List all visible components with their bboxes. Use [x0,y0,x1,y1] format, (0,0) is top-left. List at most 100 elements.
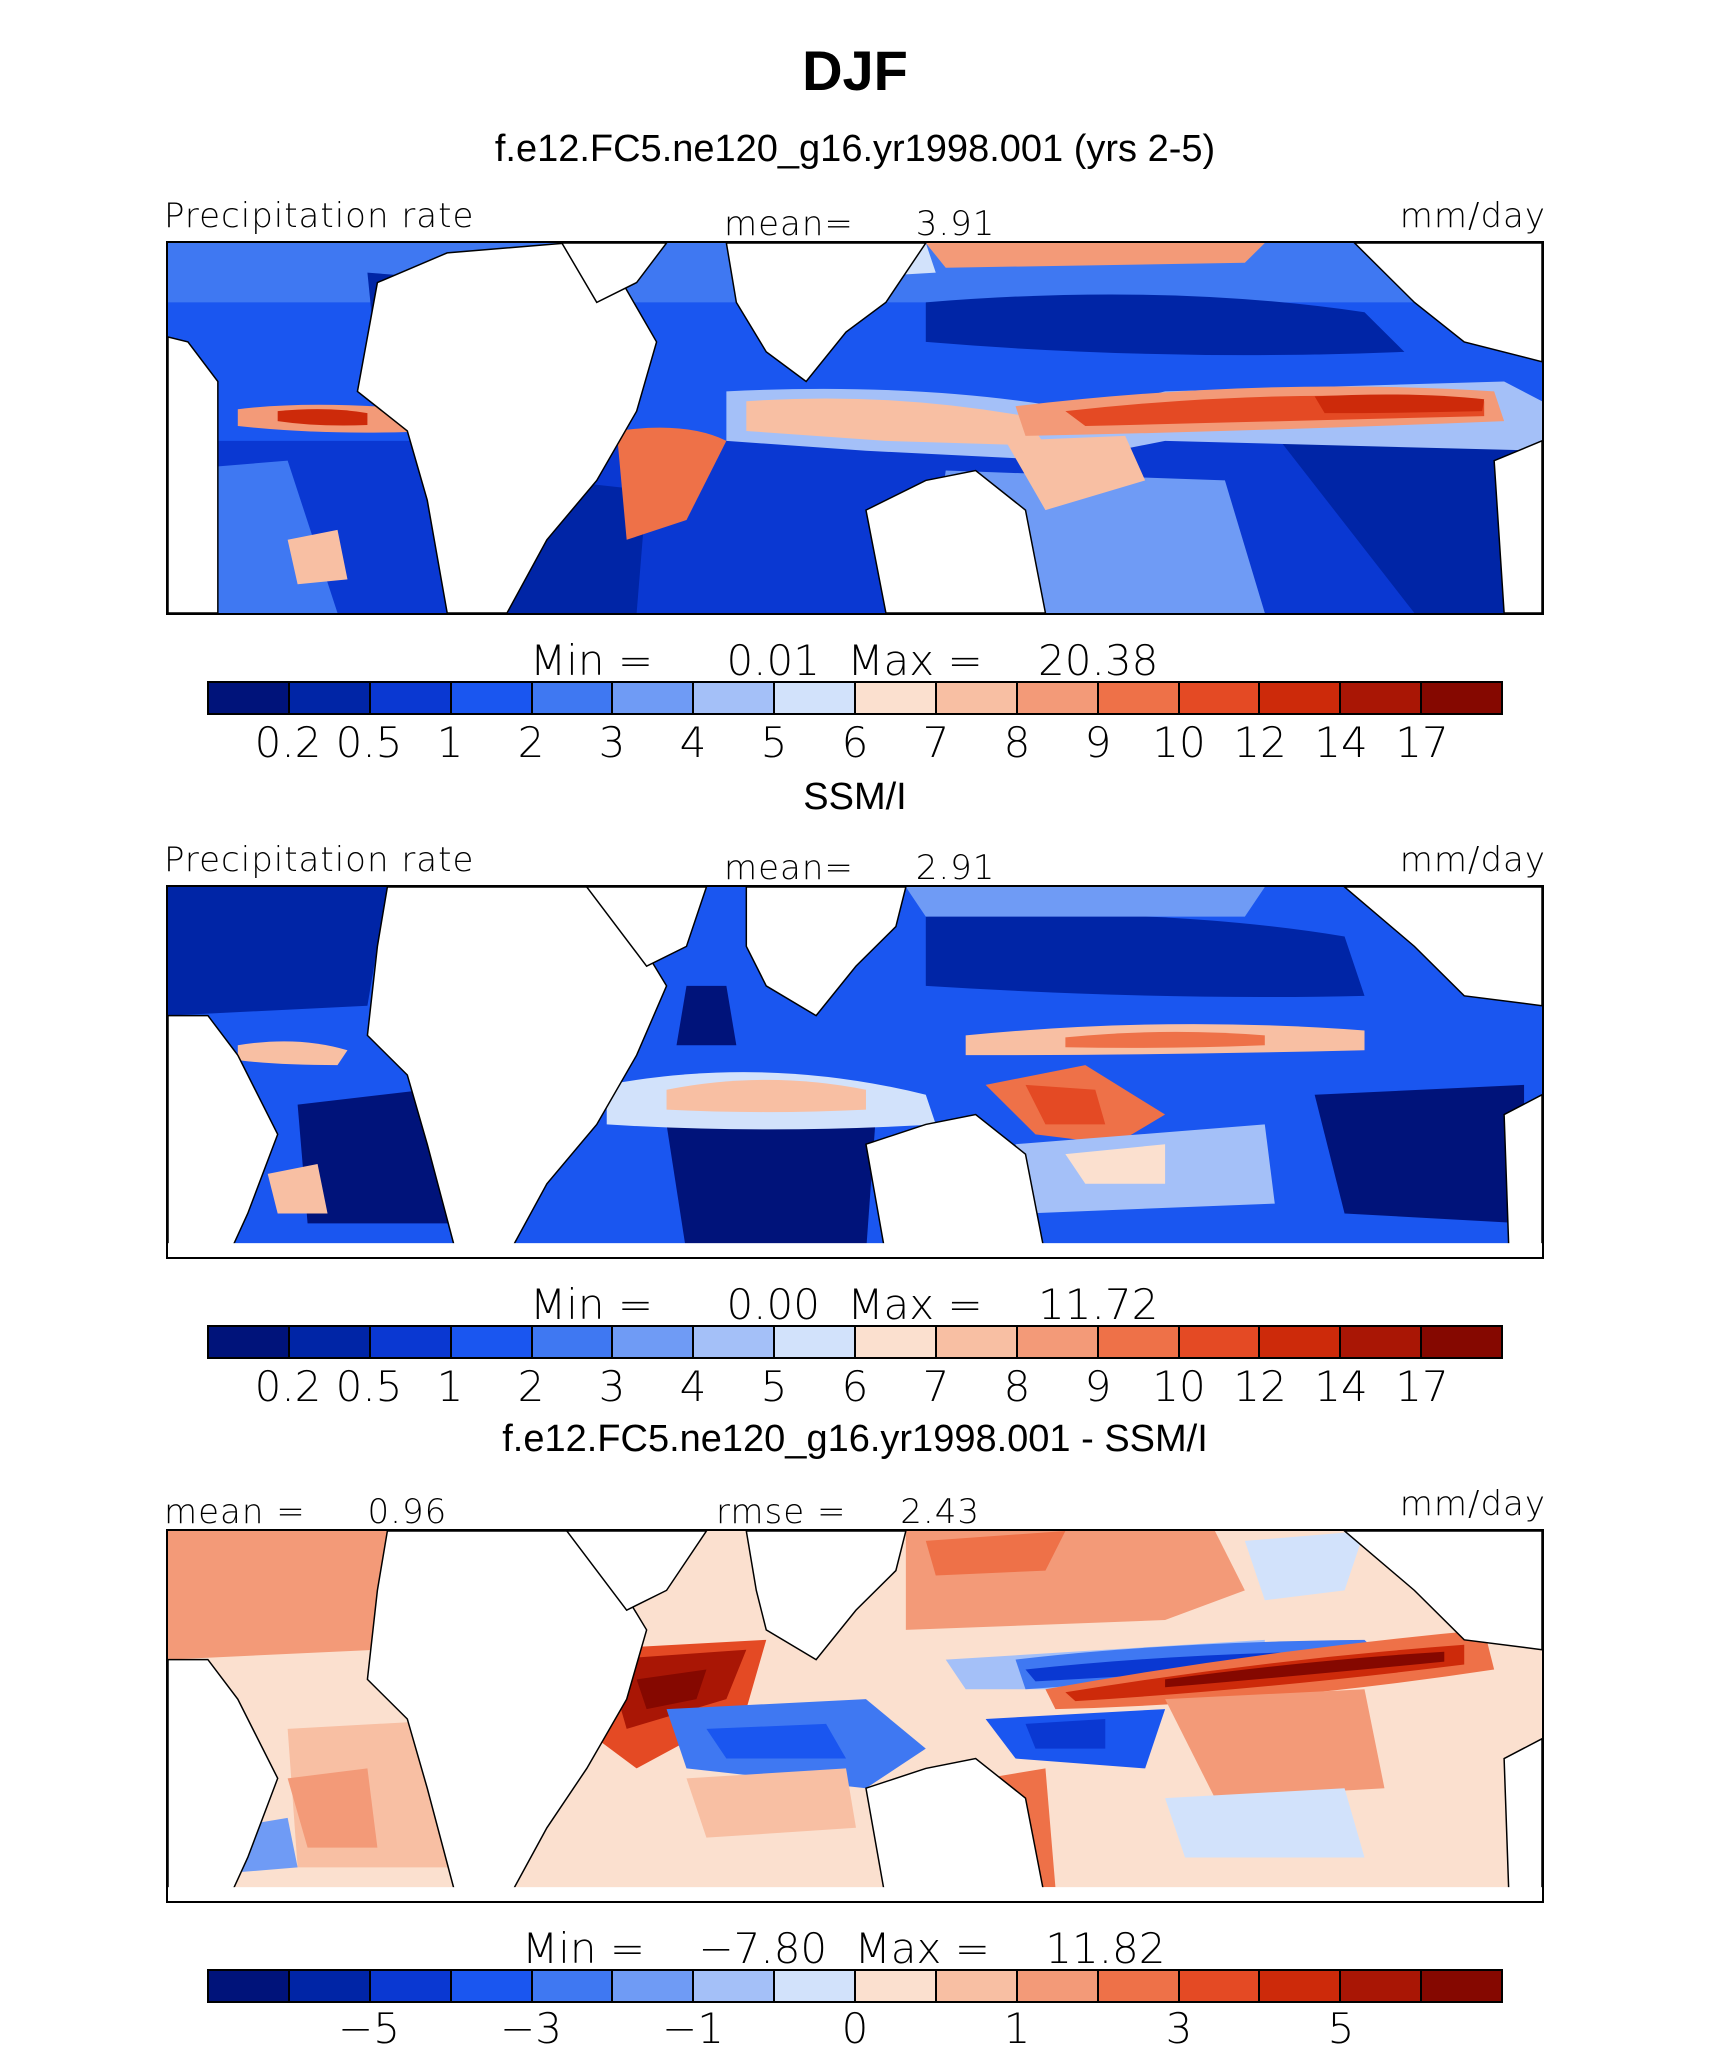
colorbar-tick-label: 17 [1395,718,1449,767]
colorbar-swatch [1422,683,1501,713]
panel-1-colorbar-ticks: 0.2 0.5 1 2 3 4 5 6 7 8 9 10 12 14 17 [0,718,1710,768]
panel-2-mean-stat: mean= 2.91 [724,848,995,888]
panel-1-max-value: 20.38 [1038,636,1159,685]
panel-3-rmse-value: 2.43 [900,1492,980,1532]
panel-3-mean-stat: mean = 0.96 [164,1492,447,1532]
panel-2-title: SSM/I [803,776,907,818]
colorbar-tick-label: 9 [1084,1362,1112,1411]
colorbar-swatch [1017,1971,1099,2001]
panel-3-title: f.e12.FC5.ne120_g16.yr1998.001 - SSM/I [502,1418,1208,1460]
panel-1-units: mm/day [1399,196,1546,236]
panel-2-units: mm/day [1399,840,1546,880]
colorbar-swatch [1098,1971,1180,2001]
panel-3-units: mm/day [1399,1484,1546,1524]
colorbar-swatch [1098,683,1180,713]
colorbar-swatch [1260,1971,1342,2001]
colorbar-tick-label: 17 [1395,1362,1449,1411]
colorbar-tick-label: 14 [1314,1362,1368,1411]
panel-3-max-value: 11.82 [1045,1924,1166,1973]
colorbar-tick-label: 6 [841,718,869,767]
colorbar-swatch [775,1971,856,2001]
panel-1-colorbar [207,681,1503,715]
panel-1-min-max: Min = 0.01 Max = 20.38 [530,636,1158,685]
colorbar-swatch [1098,1327,1180,1357]
panel-3-map [166,1529,1544,1903]
colorbar-swatch [856,1327,937,1357]
panel-1-map [166,241,1544,615]
colorbar-swatch [613,1971,695,2001]
colorbar-swatch [1341,683,1423,713]
colorbar-tick-label: 8 [1003,718,1031,767]
colorbar-tick-label: 12 [1233,718,1287,767]
colorbar-swatch [694,683,776,713]
colorbar-tick-label: 12 [1233,1362,1287,1411]
colorbar-tick-label: 0.5 [335,1362,403,1411]
colorbar-tick-label: 4 [679,1362,707,1411]
panel-2-min-value: 0.00 [726,1280,820,1329]
colorbar-swatch [532,1327,614,1357]
colorbar-swatch [1260,1327,1342,1357]
colorbar-swatch [1179,1971,1261,2001]
colorbar-swatch [370,683,452,713]
colorbar-tick-label: 10 [1152,718,1206,767]
panel-3-mean-label: mean = [164,1492,306,1532]
colorbar-swatch [1422,1971,1501,2001]
panel-2-colorbar-ticks: 0.2 0.5 1 2 3 4 5 6 7 8 9 10 12 14 17 [0,1362,1710,1412]
colorbar-tick-label: 1 [436,718,464,767]
panel-2-min-max: Min = 0.00 Max = 11.72 [530,1280,1158,1329]
panel-2-variable-label: Precipitation rate [164,840,475,880]
colorbar-swatch [936,1327,1018,1357]
colorbar-swatch [532,683,614,713]
colorbar-swatch [1179,683,1261,713]
colorbar-swatch [936,683,1018,713]
panel-3-rmse-label: rmse = [716,1492,847,1532]
colorbar-swatch [856,683,937,713]
colorbar-tick-label: 10 [1152,1362,1206,1411]
colorbar-swatch [451,683,533,713]
colorbar-tick-label: 0.5 [335,718,403,767]
colorbar-tick-label: 1 [436,1362,464,1411]
colorbar-tick-label: 3 [598,1362,626,1411]
panel-1-mean-value: 3.91 [915,204,996,244]
colorbar-swatch [209,1971,290,2001]
colorbar-swatch [613,1327,695,1357]
colorbar-tick-label: 8 [1003,1362,1031,1411]
colorbar-swatch [289,1971,371,2001]
colorbar-tick-label: 2 [517,718,545,767]
panel-1-title: f.e12.FC5.ne120_g16.yr1998.001 (yrs 2-5) [494,128,1216,170]
panel-2-map [166,885,1544,1259]
panel-2-mean-label: mean= [724,848,854,888]
colorbar-swatch [1179,1327,1261,1357]
panel-1-max-label: Max = [847,636,983,685]
colorbar-tick-label: −3 [500,2004,562,2053]
colorbar-swatch [775,1327,856,1357]
colorbar-swatch [289,1327,371,1357]
panel-2-max-value: 11.72 [1038,1280,1159,1329]
colorbar-tick-label: 14 [1314,718,1368,767]
colorbar-swatch [209,1327,290,1357]
figure-title: DJF [802,39,908,102]
panel-1-mean-label: mean= [724,204,854,244]
panel-2-mean-value: 2.91 [915,848,996,888]
colorbar-tick-label: 7 [922,718,950,767]
colorbar-swatch [1341,1327,1423,1357]
colorbar-swatch [613,683,695,713]
panel-1-variable-label: Precipitation rate [164,196,475,236]
panel-3-min-max: Min = −7.80 Max = 11.82 [522,1924,1166,1973]
panel-3-colorbar-ticks: −5 −3 −1 0 1 3 5 [0,2004,1710,2053]
colorbar-tick-label: 6 [841,1362,869,1411]
colorbar-tick-label: 5 [760,718,788,767]
colorbar-tick-label: 2 [517,1362,545,1411]
panel-3-max-label: Max = [854,1924,990,1973]
colorbar-swatch [1017,683,1099,713]
colorbar-swatch [451,1971,533,2001]
colorbar-tick-label: 0.2 [254,1362,322,1411]
colorbar-tick-label: 5 [1327,2004,1355,2053]
colorbar-tick-label: 7 [922,1362,950,1411]
colorbar-tick-label: 3 [598,718,626,767]
colorbar-tick-label: 9 [1084,718,1112,767]
colorbar-tick-label: 0.2 [254,718,322,767]
panel-3-mean-value: 0.96 [367,1492,448,1532]
colorbar-tick-label: 5 [760,1362,788,1411]
panel-3-rmse-stat: rmse = 2.43 [716,1492,980,1532]
